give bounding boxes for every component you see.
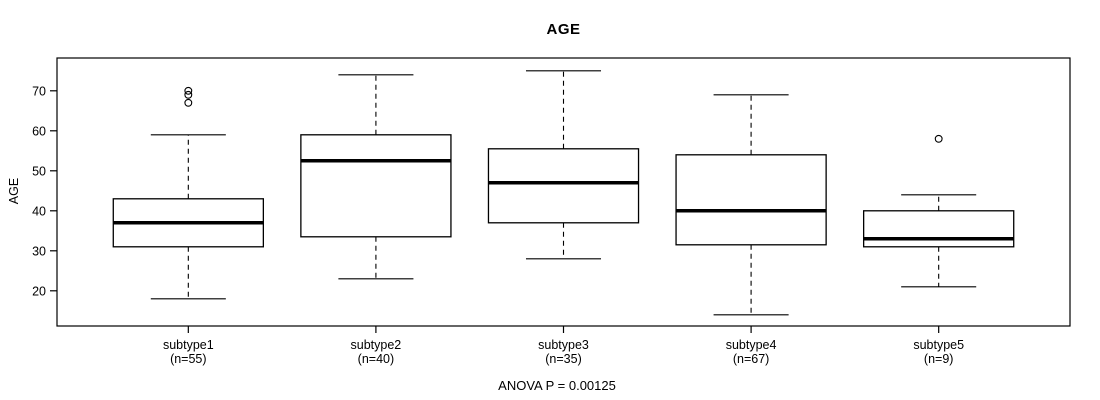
y-tick-label: 60	[32, 124, 46, 138]
outlier-subtype1	[184, 90, 193, 99]
category-label: subtype5	[913, 338, 964, 352]
category-label: subtype4	[726, 338, 777, 352]
category-label: subtype2	[351, 338, 402, 352]
category-sublabel: (n=9)	[924, 352, 954, 366]
box-subtype4	[675, 154, 827, 246]
category-sublabel: (n=40)	[358, 352, 394, 366]
box-subtype5	[862, 210, 1015, 248]
y-tick-label: 40	[32, 204, 46, 218]
category-label: subtype1	[163, 338, 214, 352]
y-tick-label: 50	[32, 164, 46, 178]
chart-title: AGE	[546, 21, 581, 38]
outlier-subtype1	[184, 86, 193, 95]
category-sublabel: (n=67)	[733, 352, 769, 366]
anova-annotation: ANOVA P = 0.00125	[498, 378, 616, 393]
y-tick-label: 30	[32, 244, 46, 258]
category-sublabel: (n=55)	[170, 352, 206, 366]
category-label: subtype3	[538, 338, 589, 352]
outlier-subtype5	[934, 134, 943, 143]
category-sublabel: (n=35)	[545, 352, 581, 366]
y-tick-label: 70	[32, 84, 46, 98]
box-subtype3	[487, 148, 640, 224]
y-tick-label: 20	[32, 284, 46, 298]
outlier-subtype1	[184, 98, 193, 107]
box-subtype2	[300, 134, 452, 238]
